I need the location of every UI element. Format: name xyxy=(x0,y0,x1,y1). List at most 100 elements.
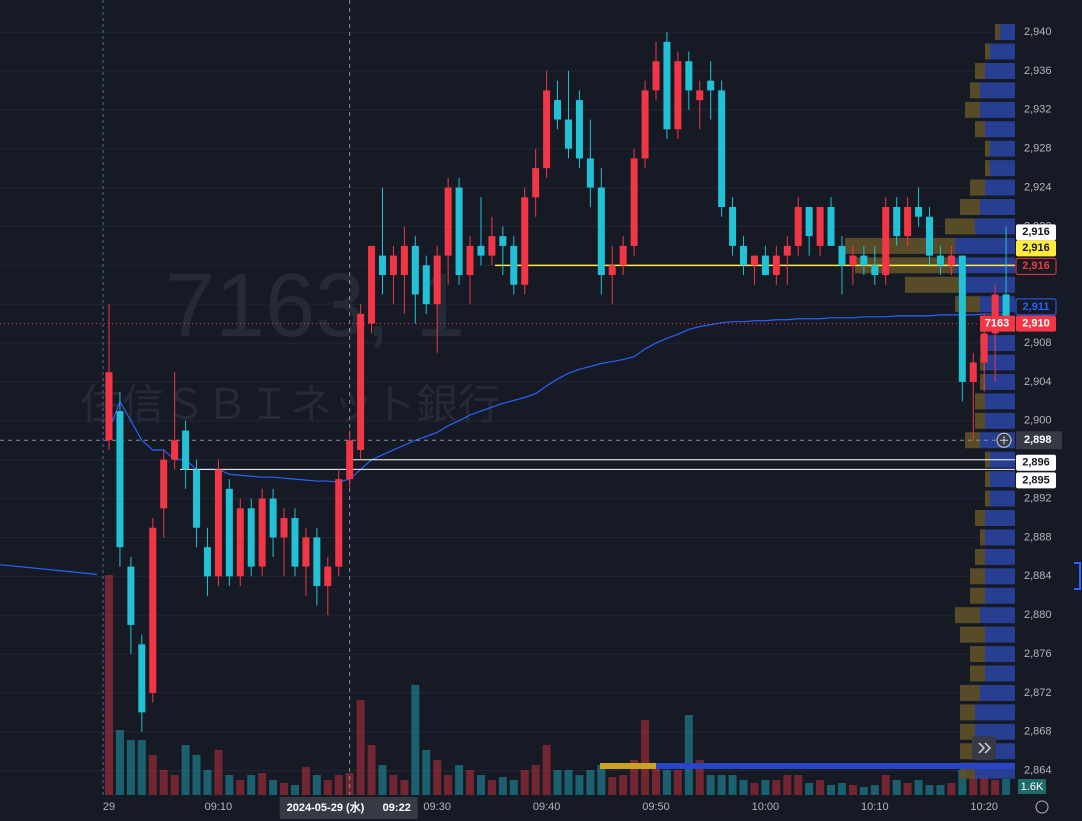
candle-body xyxy=(258,498,266,567)
session-profile-up xyxy=(600,763,656,769)
profile-up xyxy=(985,471,990,488)
candle-body xyxy=(926,216,933,256)
profile-up xyxy=(985,140,990,157)
candle-body xyxy=(105,372,113,441)
settings-icon[interactable] xyxy=(1035,800,1049,814)
profile-down xyxy=(985,548,1015,565)
profile-up xyxy=(905,276,965,293)
volume-bar xyxy=(564,770,573,795)
candle-body xyxy=(772,255,780,276)
volume-bar xyxy=(509,780,518,795)
volume-bar xyxy=(444,775,453,795)
x-tick-label: 10:00 xyxy=(752,801,780,813)
volume-bar xyxy=(334,775,343,795)
profile-down xyxy=(975,704,1015,721)
volume-bar xyxy=(137,740,146,795)
volume-bar xyxy=(717,775,726,795)
candle-body xyxy=(761,255,769,276)
profile-up xyxy=(965,101,980,118)
profile-down xyxy=(990,43,1015,60)
volume-bar xyxy=(356,700,365,795)
volume-bar xyxy=(575,775,584,795)
y-tick-label: 2,884 xyxy=(1024,570,1052,582)
profile-down xyxy=(985,510,1015,527)
y-tick-label: 2,872 xyxy=(1024,687,1052,699)
candle-body xyxy=(794,207,802,246)
profile-down xyxy=(985,665,1015,682)
candle-body xyxy=(324,566,332,587)
x-tick-label: 09:30 xyxy=(423,801,451,813)
profile-down xyxy=(980,82,1015,99)
volume-bar xyxy=(105,575,113,795)
volume-bar xyxy=(225,775,234,795)
profile-up xyxy=(980,354,985,371)
y-tick-label: 2,904 xyxy=(1024,376,1052,388)
volume-bar xyxy=(531,765,540,795)
price-tag-bg xyxy=(1015,257,1057,275)
last-badge: 7163 xyxy=(985,318,1009,330)
price-tag-bg xyxy=(1016,224,1056,241)
candle-body xyxy=(400,245,408,276)
volume-bar xyxy=(433,760,442,795)
vwap-line xyxy=(108,313,1007,483)
volume-bar xyxy=(203,770,212,795)
candle-body xyxy=(882,207,890,276)
volume-bar xyxy=(312,775,321,795)
profile-up xyxy=(845,237,955,254)
candle-body xyxy=(182,430,190,470)
axis-labels: 2,864 2,868 2,872 2,876 2,880 2,884 2,888 2,892… xyxy=(103,26,1062,819)
watermark-symbol: 7163, 1 xyxy=(165,256,465,356)
profile-up xyxy=(975,393,985,410)
profile-up xyxy=(985,160,990,177)
profile-down xyxy=(985,354,1015,371)
volume-bar xyxy=(290,785,299,795)
volume-bar xyxy=(728,775,737,795)
candle-body xyxy=(203,547,211,577)
profile-up xyxy=(985,490,990,507)
volume-bar xyxy=(892,780,901,795)
profile-up xyxy=(960,684,980,701)
volume-bar xyxy=(1002,779,1011,795)
profile-down xyxy=(985,121,1015,138)
candle-body xyxy=(871,265,879,276)
candle-body xyxy=(652,61,660,91)
scroll-button[interactable] xyxy=(972,736,996,760)
levels xyxy=(0,0,1015,795)
volume-bar xyxy=(761,780,770,795)
grid xyxy=(0,31,1015,772)
candle-body xyxy=(149,527,157,693)
candle-body xyxy=(127,566,135,625)
volume-bar xyxy=(739,780,748,795)
volume-bar xyxy=(750,783,759,795)
candle-body xyxy=(947,255,955,266)
price-tag: 2,910 xyxy=(1022,318,1050,330)
scale-handle[interactable] xyxy=(1074,562,1081,590)
volume-bar xyxy=(794,775,803,795)
volume-bar xyxy=(914,780,923,795)
price-tag: 2,916 xyxy=(1022,242,1050,254)
candle-body xyxy=(707,80,715,91)
candle-body xyxy=(564,119,572,149)
candle-body xyxy=(225,488,233,577)
profile-up xyxy=(970,179,985,196)
candle-body xyxy=(718,90,726,208)
profile-down xyxy=(985,179,1015,196)
candle-body xyxy=(849,255,857,266)
crosshair-time: 09:22 xyxy=(383,802,411,814)
x-tick-label: 10:20 xyxy=(970,801,998,813)
candle-body xyxy=(466,245,474,276)
volume-bar xyxy=(115,730,124,795)
candle-body xyxy=(214,469,222,577)
y-tick-label: 2,880 xyxy=(1024,609,1052,621)
candle-body xyxy=(433,255,441,305)
volume-bar xyxy=(848,785,857,795)
candle-body xyxy=(816,207,824,246)
volume-bar xyxy=(301,767,310,795)
volume-bar xyxy=(280,783,289,795)
candle-body xyxy=(575,100,583,159)
profile-up xyxy=(970,646,985,663)
candle-body xyxy=(510,245,518,285)
volume-bar xyxy=(695,760,704,795)
candle-body xyxy=(532,168,540,198)
candle-body xyxy=(597,187,605,276)
